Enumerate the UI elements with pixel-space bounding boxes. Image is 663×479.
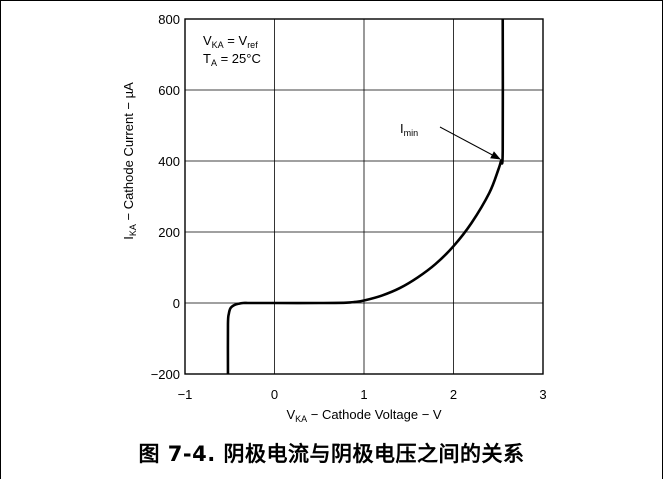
imin-label: Imin: [400, 121, 418, 138]
y-tick-label: 200: [158, 225, 180, 240]
x-tick-labels: −1 0 1 2 3: [178, 387, 547, 402]
x-axis-label: VKA − Cathode Voltage − V: [286, 407, 441, 424]
x-tick-label: 2: [450, 387, 457, 402]
y-tick-label: −200: [151, 367, 180, 382]
grid-lines: [184, 18, 544, 375]
y-tick-label: 400: [158, 154, 180, 169]
chart: −1 0 1 2 3 −200 0 200 400 600 800 VKA = Vref TA =…: [121, 12, 547, 424]
x-tick-label: −1: [178, 387, 193, 402]
x-tick-label: 3: [539, 387, 546, 402]
imin-arrow: [439, 126, 501, 160]
plot-area-border: [184, 18, 544, 375]
y-tick-label: 800: [158, 12, 180, 27]
conditions-line-2: TA = 25°C: [203, 51, 261, 68]
y-tick-label: 600: [158, 83, 180, 98]
figure-caption: 图 7-4. 阴极电流与阴极电压之间的关系: [138, 442, 525, 466]
y-tick-label: 0: [173, 296, 180, 311]
conditions-line-1: VKA = Vref: [203, 33, 258, 50]
series-line: [226, 18, 505, 375]
x-tick-label: 1: [360, 387, 367, 402]
series-layer: [226, 18, 505, 375]
y-tick-labels: −200 0 200 400 600 800: [151, 12, 180, 382]
x-tick-label: 0: [271, 387, 278, 402]
y-axis-label: IKA − Cathode Current − µA: [121, 82, 138, 240]
